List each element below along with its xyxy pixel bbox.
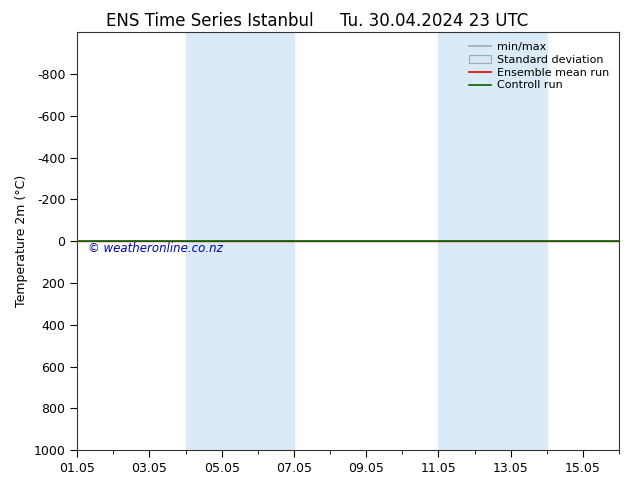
Text: © weatheronline.co.nz: © weatheronline.co.nz <box>88 243 223 255</box>
Text: ENS Time Series Istanbul     Tu. 30.04.2024 23 UTC: ENS Time Series Istanbul Tu. 30.04.2024 … <box>106 12 528 30</box>
Legend: min/max, Standard deviation, Ensemble mean run, Controll run: min/max, Standard deviation, Ensemble me… <box>465 38 614 95</box>
Bar <box>186 32 240 450</box>
Bar <box>439 32 493 450</box>
Bar <box>240 32 294 450</box>
Y-axis label: Temperature 2m (°C): Temperature 2m (°C) <box>15 175 28 307</box>
Bar <box>493 32 547 450</box>
